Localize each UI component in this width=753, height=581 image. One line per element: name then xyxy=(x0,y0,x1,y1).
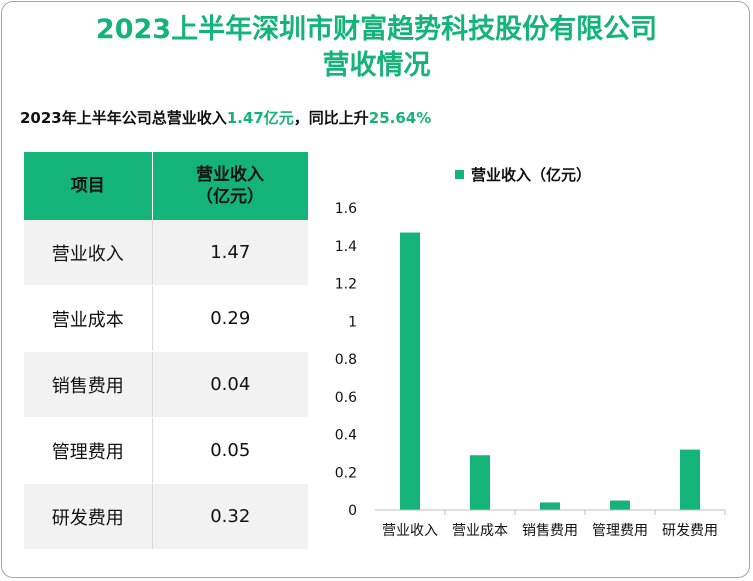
summary-middle: ，同比上升 xyxy=(293,109,369,127)
y-tick-label: 1.2 xyxy=(335,277,357,293)
row-value: 0.05 xyxy=(152,417,308,484)
bar xyxy=(470,455,490,510)
bar xyxy=(680,449,700,510)
y-tick-label: 0.8 xyxy=(335,352,357,368)
y-tick-label: 0.6 xyxy=(335,390,357,406)
row-name: 销售费用 xyxy=(24,351,153,418)
row-value: 0.29 xyxy=(152,285,308,352)
x-category-label: 研发费用 xyxy=(662,523,718,539)
row-name: 管理费用 xyxy=(24,417,153,484)
summary-growth: 25.64% xyxy=(368,109,432,127)
header-value-line-1: 营业收入 xyxy=(196,165,264,185)
legend-swatch xyxy=(455,170,464,179)
title-line-1: 2023上半年深圳市财富趋势科技股份有限公司 xyxy=(95,14,658,45)
page-title: 2023上半年深圳市财富趋势科技股份有限公司 营收情况 xyxy=(0,12,753,84)
y-tick-label: 0 xyxy=(348,503,357,519)
y-tick-label: 0.4 xyxy=(335,428,357,444)
y-tick-label: 1.6 xyxy=(335,201,357,217)
y-tick-label: 1.4 xyxy=(335,239,357,255)
header-value-line-2: （亿元） xyxy=(196,187,264,207)
bar xyxy=(400,232,420,510)
bar xyxy=(610,500,630,510)
row-value: 0.04 xyxy=(152,351,308,418)
row-value: 1.47 xyxy=(152,220,308,286)
summary-prefix: 2023年上半年公司总营业收入 xyxy=(20,109,227,127)
header-value: 营业收入 （亿元） xyxy=(152,152,309,220)
bar-chart: 营业收入（亿元） 0 0.2 0.4 0.6 0.8 1 1.2 1.4 1.6 营业收入 营业成… xyxy=(335,166,726,539)
row-value: 0.32 xyxy=(152,483,308,550)
legend-label: 营业收入（亿元） xyxy=(471,166,591,184)
summary-line: 2023年上半年公司总营业收入1.47亿元，同比上升25.64% xyxy=(20,107,431,128)
table-row: 营业成本 0.29 xyxy=(24,285,308,352)
table-row: 营业收入 1.47 xyxy=(24,220,308,286)
data-table: 项目 营业收入 （亿元） 营业收入 1.47 营业成本 0.29 销售费用 0.… xyxy=(24,152,309,550)
summary-revenue: 1.47亿元 xyxy=(226,109,294,127)
row-name: 营业收入 xyxy=(24,220,153,286)
y-tick-label: 0.2 xyxy=(335,465,357,481)
title-line-2: 营收情况 xyxy=(322,50,431,81)
y-axis: 0 0.2 0.4 0.6 0.8 1 1.2 1.4 1.6 xyxy=(335,201,357,519)
x-category-label: 营业成本 xyxy=(452,523,508,539)
table-row: 销售费用 0.04 xyxy=(24,351,308,418)
row-name: 营业成本 xyxy=(24,285,153,352)
x-category-label: 销售费用 xyxy=(522,523,578,539)
x-category-label: 管理费用 xyxy=(592,523,648,539)
chart-legend: 营业收入（亿元） xyxy=(455,166,591,184)
bars xyxy=(400,232,700,510)
x-axis: 营业收入 营业成本 销售费用 管理费用 研发费用 xyxy=(382,510,726,539)
x-category-label: 营业收入 xyxy=(382,523,438,539)
bar xyxy=(540,502,560,510)
header-item: 项目 xyxy=(24,152,153,220)
row-name: 研发费用 xyxy=(24,483,153,550)
table-header-row: 项目 营业收入 （亿元） xyxy=(24,152,309,220)
y-tick-label: 1 xyxy=(348,314,357,330)
table-row: 管理费用 0.05 xyxy=(24,417,308,484)
table-row: 研发费用 0.32 xyxy=(24,483,308,550)
